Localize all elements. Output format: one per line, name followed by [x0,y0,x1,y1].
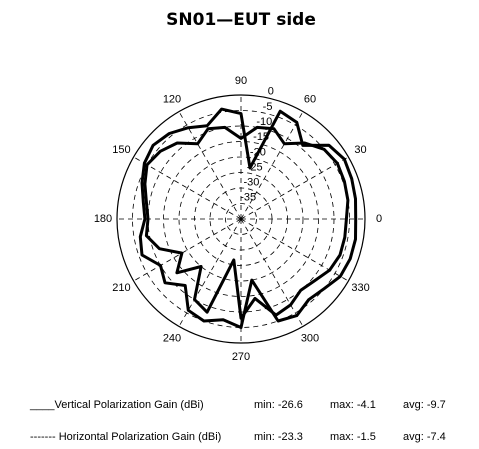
theta-tick-label: 240 [163,332,181,344]
grid-spoke [240,218,304,327]
legend-label: ------- Horizontal Polarization Gain (dB… [30,431,221,443]
grid-ring [225,203,257,235]
grid-spoke [240,218,349,282]
theta-tick-label: 270 [232,351,250,363]
grid-ring [163,141,319,297]
legend-stat: max: -4.1 [330,399,376,411]
outer-circle [116,94,366,344]
gain-curve [143,125,350,320]
r-tick-label: -30 [243,177,259,189]
theta-tick-label: 60 [304,93,316,105]
grid-spoke [178,111,242,220]
r-tick-label: -35 [240,192,256,204]
theta-tick-label: 30 [354,144,366,156]
r-tick-label: -5 [263,101,273,113]
theta-tick-label: 300 [301,332,319,344]
legend-stat: min: -26.6 [254,399,303,411]
grid-spoke [133,156,242,220]
legend-stat: max: -1.5 [330,431,376,443]
theta-tick-label: 90 [235,75,247,87]
r-tick-label: -10 [256,116,272,128]
legend-stat: min: -23.3 [254,431,303,443]
grid-ring [178,156,304,282]
grid-spoke [240,156,349,220]
theta-tick-label: 0 [376,213,382,225]
r-tick-label: 0 [268,86,274,98]
legend-label: ____Vertical Polarization Gain (dBi) [29,399,204,411]
grid-spoke [133,218,242,282]
theta-tick-label: 180 [94,213,112,225]
theta-tick-label: 120 [163,93,181,105]
theta-tick-label: 150 [112,144,130,156]
legend-stat: avg: -7.4 [403,431,446,443]
grid-spoke [240,111,304,220]
theta-tick-label: 330 [351,282,369,294]
theta-tick-label: 210 [112,282,130,294]
chart-title: SN01—EUT side [166,10,316,30]
gain-curve [138,107,358,329]
legend-stat: avg: -9.7 [403,399,446,411]
